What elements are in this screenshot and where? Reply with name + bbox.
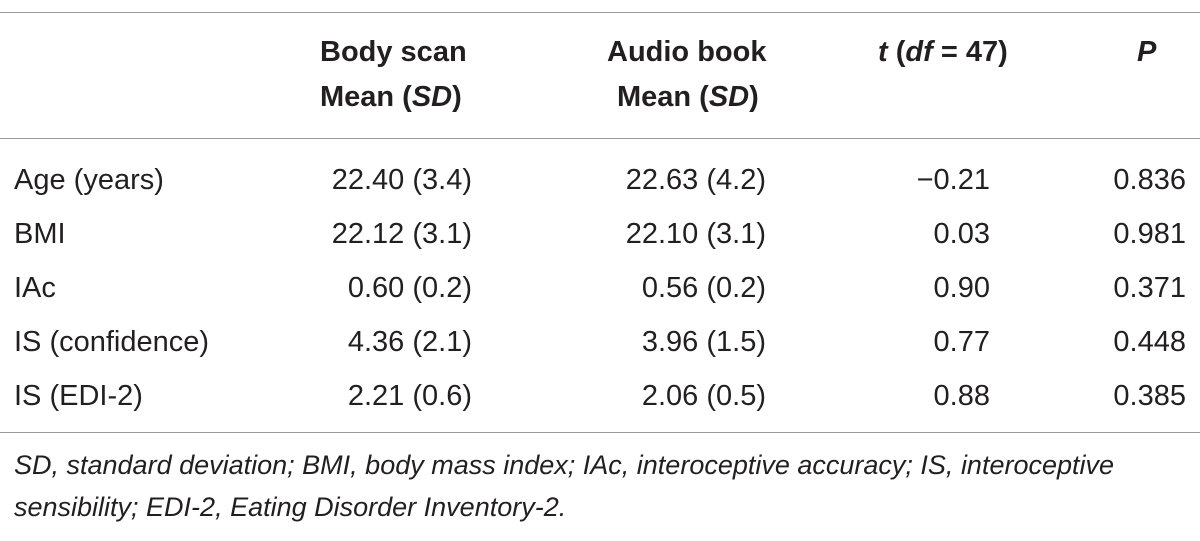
row-audio-book-value: 3.96 (1.5): [641, 326, 766, 358]
row-p-value: 0.448: [1113, 326, 1186, 358]
row-body-scan-value: 22.40 (3.4): [331, 164, 472, 196]
row-audio-book-value: 22.63 (4.2): [625, 164, 766, 196]
table-top-rule: [0, 12, 1200, 13]
row-body-scan-value: 0.60 (0.2): [347, 272, 472, 304]
header-t-symbol: t: [878, 36, 888, 68]
header-t-statistic: t (df = 47): [878, 30, 1008, 75]
row-p-value: 0.981: [1113, 218, 1186, 250]
header-audio-book-mean: Mean (: [617, 81, 709, 113]
table-footnote: SD, standard deviation; BMI, body mass i…: [14, 450, 1115, 522]
row-label: IS (EDI-2): [14, 380, 143, 412]
header-audio-book-sd: SD: [708, 81, 750, 113]
header-body-scan-line1: Body scan: [320, 36, 467, 68]
header-body-scan-close: ): [452, 81, 462, 113]
row-t-value: 0.77: [933, 326, 990, 358]
header-body-scan-mean: Mean (: [320, 81, 412, 113]
header-audio-book: Audio book Mean (SD): [607, 30, 766, 120]
header-body-scan: Body scan Mean (SD): [320, 30, 467, 120]
row-t-value: −0.21: [916, 164, 990, 196]
header-t-value: = 47): [932, 36, 1008, 68]
row-label: BMI: [14, 218, 66, 250]
row-p-value: 0.836: [1113, 164, 1186, 196]
row-t-value: 0.88: [933, 380, 990, 412]
row-audio-book-value: 2.06 (0.5): [641, 380, 766, 412]
header-audio-book-line1: Audio book: [607, 36, 767, 68]
row-label: IAc: [14, 272, 56, 304]
row-t-value: 0.90: [933, 272, 990, 304]
table-bottom-rule: [0, 432, 1200, 433]
row-body-scan-value: 2.21 (0.6): [347, 380, 472, 412]
header-p-label: P: [1137, 36, 1157, 68]
row-p-value: 0.385: [1113, 380, 1186, 412]
table-header-rule: [0, 138, 1200, 139]
header-audio-book-close: ): [749, 81, 759, 113]
row-body-scan-value: 4.36 (2.1): [347, 326, 472, 358]
row-body-scan-value: 22.12 (3.1): [331, 218, 472, 250]
header-audio-book-line2: Mean (SD): [607, 75, 766, 120]
row-audio-book-value: 22.10 (3.1): [625, 218, 766, 250]
row-label: IS (confidence): [14, 326, 210, 358]
header-t-line: t (df = 47): [878, 30, 1008, 75]
header-t-open: (: [887, 36, 906, 68]
header-t-df: df: [905, 36, 933, 68]
row-t-value: 0.03: [933, 218, 990, 250]
header-body-scan-line2: Mean (SD): [320, 75, 467, 120]
row-label: Age (years): [14, 164, 164, 196]
row-p-value: 0.371: [1113, 272, 1186, 304]
header-p-value: P: [1137, 30, 1156, 75]
header-body-scan-sd: SD: [411, 81, 453, 113]
row-audio-book-value: 0.56 (0.2): [641, 272, 766, 304]
